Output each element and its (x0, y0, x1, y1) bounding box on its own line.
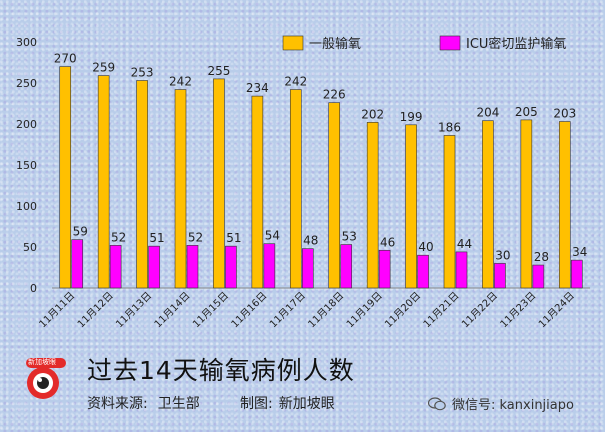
x-tick-label: 11月12日 (75, 290, 116, 331)
data-label: 226 (323, 88, 346, 102)
x-tick-label: 11月22日 (459, 290, 500, 331)
data-label: 270 (54, 52, 77, 66)
footer-title: 过去14天输氧病例人数 (87, 356, 355, 385)
bar-icu-oxygen (378, 249, 391, 289)
bar-general-oxygen (59, 66, 72, 289)
bar-icu-oxygen (263, 243, 276, 289)
bar-icu-oxygen (109, 245, 122, 289)
credit-value: 新加坡眼 (278, 396, 335, 412)
bar-icu-oxygen (417, 254, 429, 289)
bar-general-oxygen (136, 80, 148, 289)
wechat-text: 微信号: kanxinjiapo (452, 398, 574, 413)
data-label: 54 (265, 229, 280, 243)
x-tick-label: 11月15日 (190, 290, 231, 331)
chart-credit: 制图: 新加坡眼 (240, 393, 335, 413)
x-tick-label: 11月17日 (267, 290, 308, 331)
data-label: 46 (380, 235, 395, 249)
bar-general-oxygen (443, 135, 456, 289)
data-label: 59 (73, 225, 88, 239)
data-label: 202 (361, 107, 384, 121)
bar-general-oxygen (520, 119, 533, 289)
data-label: 203 (553, 107, 576, 121)
legend-label: 一般输氧 (309, 36, 361, 52)
bar-icu-oxygen (532, 264, 545, 289)
data-label: 52 (188, 230, 203, 244)
y-tick-label: 300 (16, 36, 37, 49)
x-tick-label: 11月16日 (229, 290, 270, 331)
data-label: 259 (92, 61, 115, 75)
bar-icu-oxygen (225, 245, 237, 289)
data-labels: 270 59 259 52 253 51 242 52 255 51 234 54 242 48 226 53… (54, 52, 588, 264)
y-tick-label: 100 (16, 200, 37, 213)
data-label: 53 (342, 230, 357, 244)
bar-general-oxygen (405, 124, 417, 289)
data-label: 52 (111, 230, 126, 244)
data-label: 48 (303, 234, 318, 248)
bar-general-oxygen (174, 89, 187, 289)
y-tick-label: 50 (23, 241, 37, 254)
data-source: 资料来源: 卫生部 (87, 393, 200, 413)
data-label: 51 (149, 231, 164, 245)
legend: 一般输氧 ICU密切监护输氧 (282, 35, 566, 52)
data-label: 186 (438, 120, 461, 134)
y-tick-label: 200 (16, 118, 37, 131)
bar-icu-oxygen (148, 245, 160, 289)
data-label: 44 (457, 237, 472, 251)
data-label: 234 (246, 81, 269, 95)
legend-swatch (282, 35, 304, 51)
bar-icu-oxygen (494, 263, 506, 289)
source-value: 卫生部 (157, 396, 200, 412)
x-tick-label: 11月14日 (152, 290, 193, 331)
data-label: 205 (515, 105, 538, 119)
bar-icu-oxygen (186, 245, 199, 289)
logo-text: 新加坡眼 (28, 358, 56, 366)
bar-general-oxygen (213, 78, 225, 289)
x-tick-label: 11月19日 (344, 290, 385, 331)
data-label: 204 (476, 106, 499, 120)
bars (59, 66, 583, 289)
data-label: 40 (418, 240, 433, 254)
bar-icu-oxygen (455, 251, 468, 289)
legend-swatch (439, 35, 461, 51)
bar-icu-oxygen (301, 248, 314, 289)
y-tick-label: 150 (16, 159, 37, 172)
data-label: 28 (534, 250, 549, 264)
x-tick-label: 11月21日 (421, 290, 462, 331)
x-tick-label: 11月20日 (383, 290, 424, 331)
x-tick-label: 11月11日 (37, 290, 78, 331)
bar-general-oxygen (328, 102, 341, 289)
data-label: 34 (572, 245, 587, 259)
source-label: 资料来源: (87, 396, 148, 412)
data-label: 253 (131, 66, 154, 80)
data-label: 242 (169, 75, 192, 89)
legend-label: ICU密切监护输氧 (466, 36, 566, 52)
bar-icu-oxygen (570, 259, 583, 289)
x-tick-label: 11月23日 (498, 290, 539, 331)
data-label: 30 (495, 248, 510, 262)
bar-general-oxygen (558, 121, 571, 289)
x-axis: 11月11日11月12日11月13日11月14日11月15日11月16日11月1… (37, 290, 577, 331)
data-label: 255 (207, 64, 230, 78)
x-tick-label: 11月13日 (114, 290, 155, 331)
xinjiapoyan-logo: 新加坡眼 (22, 356, 72, 402)
bar-general-oxygen (97, 75, 110, 289)
credit-label: 制图: (240, 396, 273, 412)
x-tick-label: 11月18日 (306, 290, 347, 331)
bar-icu-oxygen (340, 244, 353, 289)
data-label: 51 (226, 231, 241, 245)
bar-general-oxygen (251, 95, 264, 289)
wechat-icon (427, 396, 446, 411)
bar-general-oxygen (366, 122, 379, 289)
y-tick-label: 250 (16, 77, 37, 90)
x-tick-label: 11月24日 (536, 290, 577, 331)
bar-general-oxygen (482, 120, 494, 289)
data-label: 199 (400, 110, 423, 124)
bar-general-oxygen (289, 89, 302, 289)
bar-icu-oxygen (71, 239, 84, 289)
wechat-id: 微信号: kanxinjiapo (427, 394, 574, 413)
data-label: 242 (284, 75, 307, 89)
y-tick-label: 0 (30, 282, 37, 295)
